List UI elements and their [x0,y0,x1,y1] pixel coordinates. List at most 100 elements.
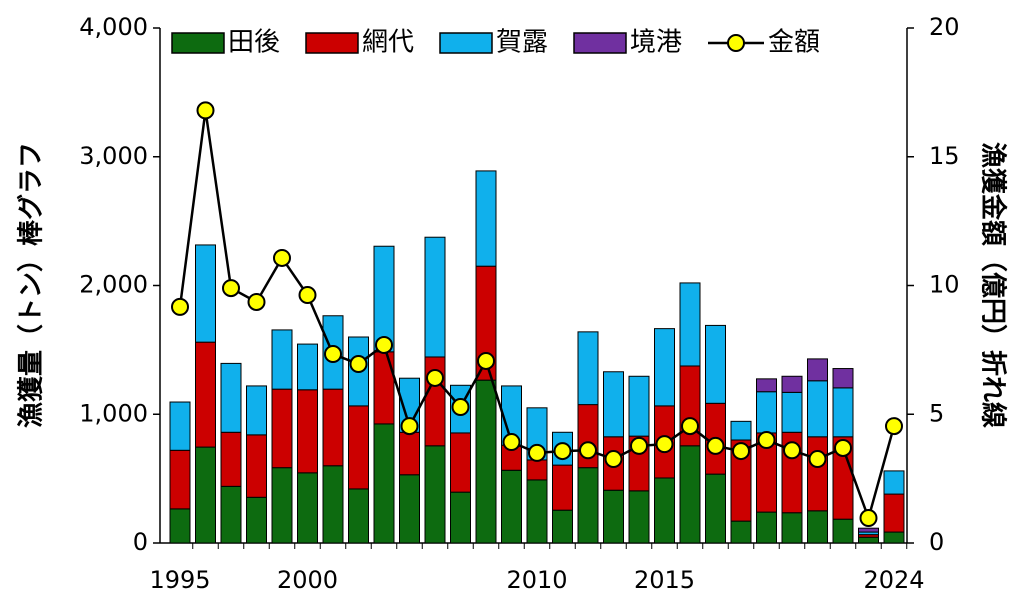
line-marker [502,433,521,452]
line-marker [273,248,291,267]
bar-segment [552,464,573,511]
bar-segment [807,380,828,438]
bar-segment [807,510,828,544]
bar-segment [756,378,777,393]
bar-segment [195,244,216,343]
y2-tick-label: 20 [929,13,960,41]
bar-segment [169,449,191,510]
bar-segment [552,509,573,544]
line-marker [247,292,266,311]
bar-segment [679,282,701,367]
bar-segment [424,445,446,544]
bar-segment [373,245,395,353]
legend-label: 境港 [630,28,682,58]
bar-segment [169,508,191,544]
line-marker [630,436,648,455]
bar-segment [220,485,242,544]
line-marker [451,398,470,417]
x-tick-label: 2024 [863,566,924,594]
bar-segment [756,391,777,434]
bar-segment [424,236,446,358]
bar-segment [603,489,624,544]
bar-segment [705,473,726,544]
line-marker [222,279,240,298]
bar-segment [501,469,522,544]
bar-segment [628,375,650,437]
bar-segment [705,324,726,404]
bar-segment [271,467,293,544]
bar-segment [373,351,395,425]
bar-segment [348,488,369,544]
bar-segment [195,341,216,448]
bar-segment [526,459,548,481]
line-marker [298,286,317,305]
bar-segment [883,470,905,495]
bar-segment [475,379,497,544]
bar-segment [195,446,216,544]
line-marker [477,351,495,370]
line-marker [655,435,674,454]
bar-segment [832,387,854,438]
bar-segment [220,431,242,487]
bar-segment [297,389,318,474]
bar-segment [475,170,497,267]
bar-segment [246,385,267,436]
line-marker [604,450,623,469]
y2-axis-title: 漁獲金額（億円）折れ線 [978,142,1009,428]
line-marker [171,297,189,316]
bar-segment [271,388,293,469]
line-marker [349,355,368,374]
bar-segment [781,375,803,393]
line-marker [196,101,215,120]
y2-tick-label: 0 [929,528,944,556]
legend-label: 網代 [362,28,414,58]
line-marker [426,368,444,387]
bar-segment [246,434,267,498]
y2-tick-label: 5 [929,399,944,427]
bar-segment [322,388,344,467]
line-marker [400,417,419,436]
bar-segment [832,518,854,544]
bar-segment [271,329,293,390]
bar-segment [883,531,905,544]
bar-segment [807,436,828,512]
bar-segment [832,368,854,389]
y2-tick-label: 10 [929,271,960,299]
line-marker [681,417,699,436]
legend-swatch [171,32,225,54]
bar-segment [526,479,548,544]
bar-segment [781,391,803,433]
y-axis-title: 漁獲量（トン）棒グラフ [17,142,47,428]
legend-label: 金額 [768,28,820,58]
bar-segment [169,401,191,451]
line-marker [375,335,393,354]
y-tick-label: 3,000 [79,142,148,170]
legend-swatch [573,32,627,54]
bar-segment [858,527,879,533]
bar-segment [730,420,752,441]
line-marker [324,344,342,363]
bar-segment [730,520,752,544]
bar-segment [450,432,471,493]
bar-segment [246,496,267,544]
bar-segment [399,431,420,476]
bar-segment [654,477,675,544]
line-marker [579,441,597,460]
line-marker [553,442,572,461]
legend-swatch [439,32,493,54]
line-marker [859,509,878,528]
bar-segment [858,536,879,544]
bar-segment [603,371,624,438]
line-marker [834,438,852,457]
bar-segment [654,328,675,407]
line-marker [706,436,725,455]
bar-segment [577,467,599,544]
x-tick-label: 2010 [506,566,567,594]
line-marker [757,431,776,449]
bar-segment [756,511,777,544]
x-tick-label: 1995 [149,566,210,594]
x-tick-label: 2000 [277,566,338,594]
bar-segment [297,472,318,544]
bar-segment [883,493,905,533]
